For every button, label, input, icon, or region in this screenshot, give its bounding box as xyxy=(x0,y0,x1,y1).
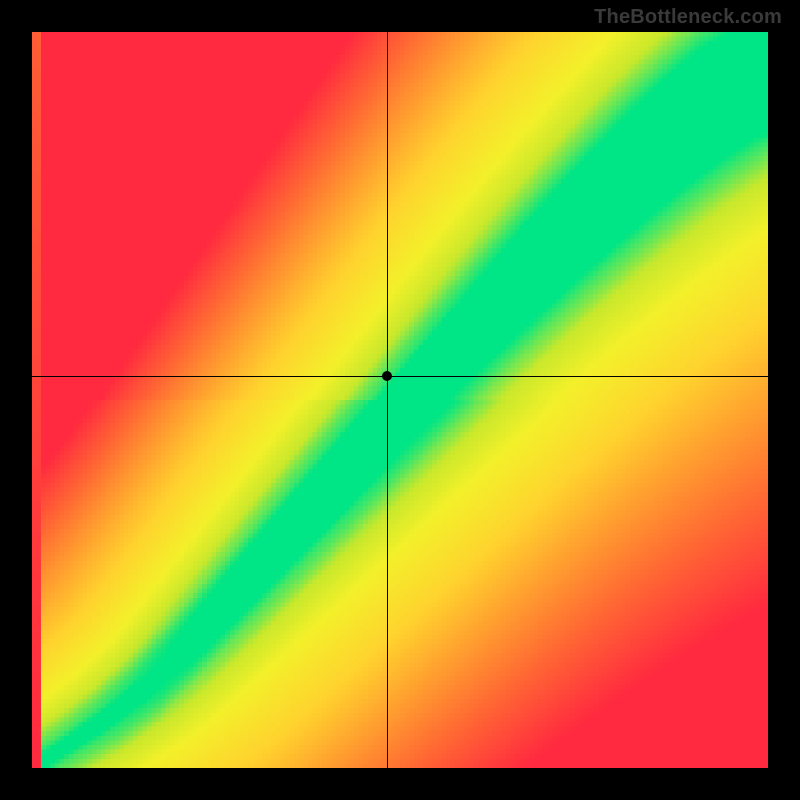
crosshair-marker xyxy=(382,371,392,381)
heatmap-canvas xyxy=(32,32,768,768)
crosshair-horizontal xyxy=(32,376,768,377)
crosshair-vertical xyxy=(387,32,388,768)
heatmap-plot xyxy=(32,32,768,768)
watermark-text: TheBottleneck.com xyxy=(594,6,782,29)
